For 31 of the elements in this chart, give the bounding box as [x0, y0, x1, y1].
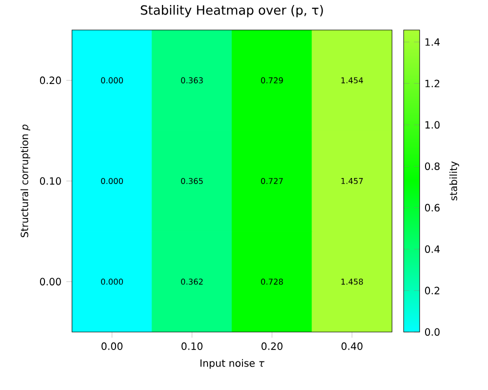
data-label: 0.000: [101, 278, 123, 285]
y-tick-label: 0.20: [40, 76, 61, 84]
data-label: 0.365: [181, 178, 203, 184]
data-label: 0.729: [261, 77, 283, 84]
data-label: 0.000: [101, 178, 123, 184]
color-bar-label: 0.0: [425, 328, 440, 336]
x-tick-label: 0.10: [182, 342, 202, 350]
color-bar-title: stability: [449, 161, 460, 200]
data-label: 1.454: [341, 77, 363, 84]
color-bar-label: 1.0: [425, 121, 440, 129]
y-tick-label: 0.00: [40, 278, 61, 286]
color-bar-label: 0.4: [425, 245, 440, 253]
data-label: 0.728: [261, 278, 283, 285]
color-bar-label: 1.4: [425, 38, 440, 46]
chart-title: Stability Heatmap over (p, τ): [140, 5, 323, 18]
color-bar-label: 0.2: [425, 286, 440, 294]
x-tick-label: 0.40: [342, 342, 362, 350]
x-tick-label: 0.00: [102, 342, 122, 350]
color-bar-label: 0.6: [425, 204, 440, 212]
x-axis-title: Input noise τ: [200, 359, 264, 369]
data-label: 1.457: [341, 178, 363, 184]
data-label: 0.727: [261, 178, 283, 184]
data-label: 0.363: [181, 77, 203, 84]
color-bar-label: 0.8: [425, 162, 440, 170]
color-bar-label: 1.2: [425, 80, 440, 88]
x-tick-label: 0.20: [262, 342, 282, 350]
y-axis-title: Structural corruption p: [20, 124, 30, 238]
y-tick-label: 0.10: [40, 177, 61, 185]
data-label: 0.362: [181, 278, 203, 285]
data-label: 0.000: [101, 77, 123, 84]
data-label: 1.458: [341, 278, 363, 285]
